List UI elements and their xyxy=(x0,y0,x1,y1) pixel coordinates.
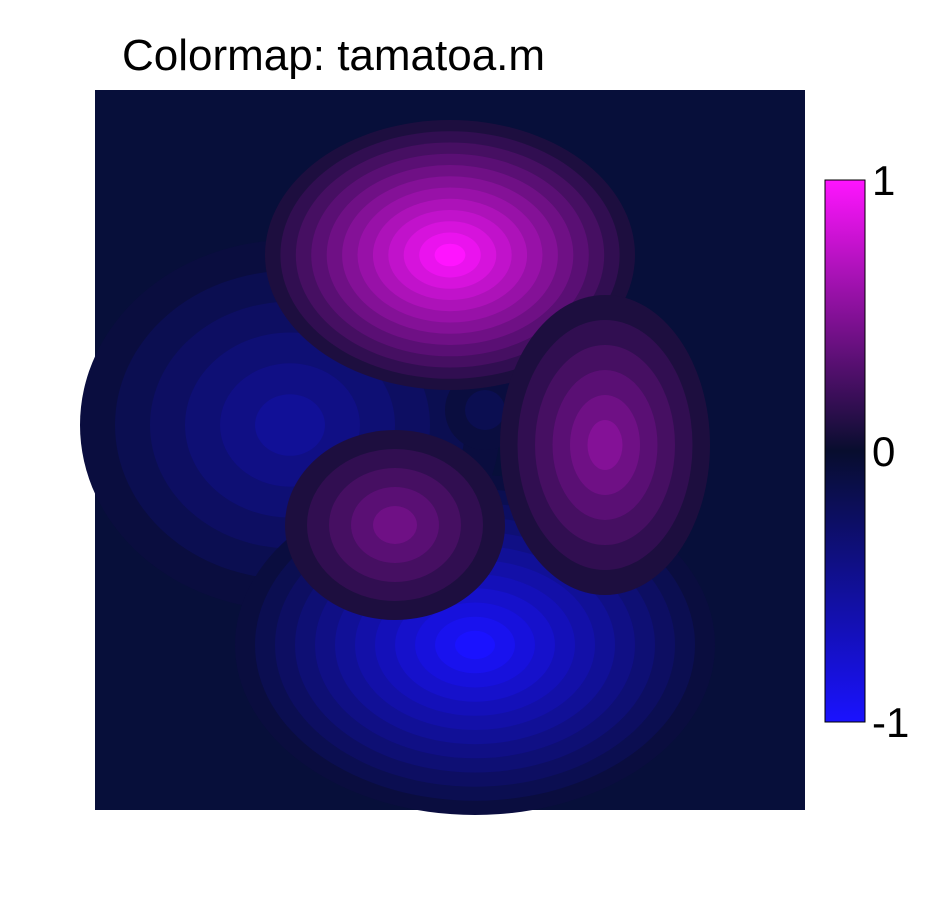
colorbar-tick-label: -1 xyxy=(872,699,909,746)
contour-band xyxy=(434,243,466,267)
contour-band xyxy=(373,506,417,544)
contour-band xyxy=(455,630,495,660)
contour-band xyxy=(255,394,325,456)
maximum-region-1 xyxy=(265,120,635,390)
contour-band xyxy=(465,390,505,430)
contour-band xyxy=(587,420,623,470)
colorbar-tick-label: 1 xyxy=(872,157,895,204)
maximum-region-2 xyxy=(285,430,505,620)
heatmap-field xyxy=(80,120,715,815)
colorbar xyxy=(824,179,866,723)
maximum-region-3 xyxy=(500,295,710,595)
chart-title: Colormap: tamatoa.m xyxy=(122,31,545,80)
colorbar-tick-label: 0 xyxy=(872,428,895,475)
colorbar-ticks: 1 0 -1 xyxy=(872,157,909,746)
